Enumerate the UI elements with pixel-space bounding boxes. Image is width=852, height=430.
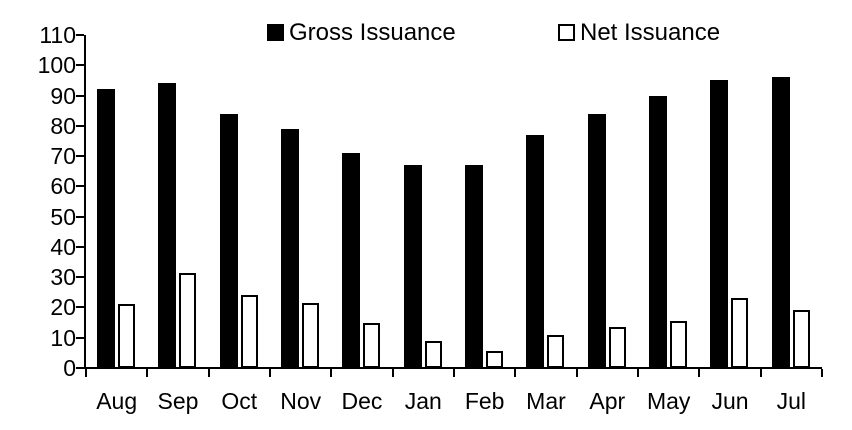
net-issuance-swatch-icon xyxy=(558,24,575,41)
x-axis-line xyxy=(84,367,822,369)
gross-issuance-bar-jun xyxy=(710,80,729,368)
y-tick-label: 110 xyxy=(39,22,76,48)
y-tick xyxy=(76,336,84,339)
x-tick-label-jan: Jan xyxy=(404,388,442,414)
y-tick-label: 40 xyxy=(50,233,76,260)
net-issuance-bar-jul xyxy=(792,310,810,368)
x-tick xyxy=(85,369,87,377)
x-tick xyxy=(391,369,394,377)
x-tick xyxy=(453,369,455,377)
x-tick xyxy=(575,369,578,377)
x-tick xyxy=(330,369,333,377)
y-tick-label: 10 xyxy=(50,324,76,351)
y-tick xyxy=(76,34,84,36)
y-tick-label: 80 xyxy=(50,112,76,139)
y-tick-label: 100 xyxy=(37,52,76,79)
y-tick xyxy=(76,124,84,127)
x-tick xyxy=(207,369,210,377)
x-tick-label-oct: Oct xyxy=(221,388,258,414)
y-tick-label: 50 xyxy=(50,203,76,230)
legend-label-net-issuance: Net Issuance xyxy=(580,19,721,46)
y-axis-line xyxy=(84,35,86,369)
y-tick xyxy=(76,215,84,218)
y-tick xyxy=(76,245,84,248)
x-tick xyxy=(146,369,149,377)
x-tick-label-may: May xyxy=(646,388,691,414)
gross-issuance-bar-jul xyxy=(771,77,790,368)
y-tick xyxy=(76,306,84,309)
y-tick xyxy=(76,276,84,279)
x-tick-label-mar: Mar xyxy=(526,388,566,414)
x-tick xyxy=(759,369,762,377)
net-issuance-bar-nov xyxy=(302,302,319,368)
gross-issuance-bar-jan xyxy=(403,165,422,368)
x-tick-label-dec: Dec xyxy=(341,388,383,414)
gross-issuance-bar-apr xyxy=(587,113,606,368)
x-tick-label-nov: Nov xyxy=(280,388,322,414)
y-tick xyxy=(76,94,84,97)
y-tick-label: 70 xyxy=(50,143,76,170)
x-tick-label-apr: Apr xyxy=(589,388,626,414)
x-tick-label-jul: Jul xyxy=(776,388,807,414)
x-tick-label-jun: Jun xyxy=(711,388,749,414)
gross-issuance-bar-sep xyxy=(158,83,177,368)
gross-issuance-bar-dec xyxy=(342,153,361,368)
gross-issuance-swatch-icon xyxy=(267,24,284,41)
x-tick xyxy=(269,369,271,377)
x-tick xyxy=(637,369,639,377)
y-tick xyxy=(76,185,84,188)
net-issuance-bar-jan xyxy=(424,340,442,368)
y-tick xyxy=(76,155,84,158)
gross-issuance-bar-mar xyxy=(526,134,545,368)
gross-issuance-bar-feb xyxy=(465,165,483,368)
y-tick-label: 20 xyxy=(50,294,76,321)
y-tick-label: 0 xyxy=(63,355,76,381)
gross-issuance-bar-oct xyxy=(219,113,238,368)
gross-issuance-bar-may xyxy=(649,95,667,368)
net-issuance-bar-mar xyxy=(547,334,565,368)
y-tick xyxy=(76,367,84,369)
legend-label-gross-issuance: Gross Issuance xyxy=(289,19,456,46)
x-tick xyxy=(698,369,701,377)
net-issuance-bar-feb xyxy=(486,351,503,368)
net-issuance-bar-aug xyxy=(118,304,135,368)
gross-issuance-bar-aug xyxy=(97,89,115,368)
x-tick-label-sep: Sep xyxy=(157,388,199,414)
net-issuance-bar-apr xyxy=(608,327,626,368)
x-tick-label-aug: Aug xyxy=(96,388,138,414)
x-tick xyxy=(821,369,823,377)
gross-issuance-bar-nov xyxy=(281,128,299,368)
net-issuance-bar-may xyxy=(670,321,687,368)
x-tick-label-feb: Feb xyxy=(464,388,505,414)
y-tick xyxy=(76,64,84,67)
y-tick-label: 60 xyxy=(50,173,76,200)
net-issuance-bar-dec xyxy=(363,322,381,368)
net-issuance-bar-jun xyxy=(731,298,749,368)
net-issuance-bar-oct xyxy=(240,295,258,368)
net-issuance-bar-sep xyxy=(179,272,197,368)
y-tick-label: 90 xyxy=(50,82,76,109)
x-tick xyxy=(514,369,517,377)
y-tick-label: 30 xyxy=(50,264,76,291)
